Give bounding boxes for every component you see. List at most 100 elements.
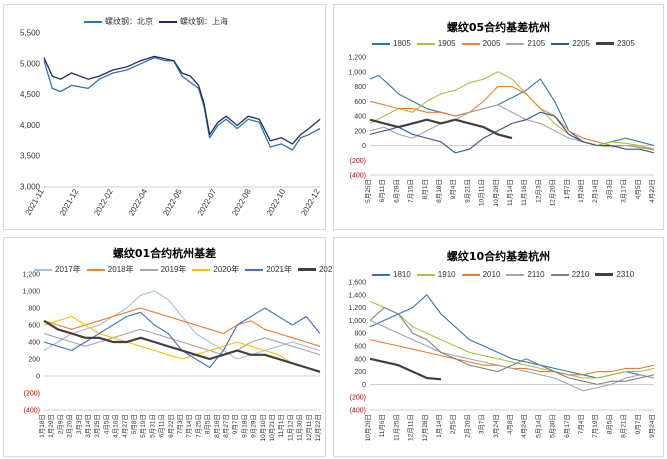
- y-tick-label: 600: [354, 99, 366, 106]
- x-tick-label: 8月18日: [435, 179, 443, 203]
- chart-plot: (400) (200) 0 200 400 600 800 1,000 1,200 1月18日 1月…: [22, 272, 322, 442]
- x-tick-label: 4月27日: [121, 414, 129, 438]
- legend-label: 2010: [482, 270, 501, 279]
- legend-item: 1805: [372, 39, 411, 48]
- series-line: [43, 56, 321, 151]
- x-tick-label: 7月3日: [176, 414, 184, 434]
- x-tick-label: 2021-12: [58, 187, 81, 217]
- x-tick-label: 2022-02: [92, 187, 115, 217]
- series-line: [43, 328, 321, 356]
- y-tick-label: 1,400: [348, 292, 366, 299]
- x-tick-label: 4月16日: [112, 414, 120, 438]
- y-tick-label: (200): [350, 158, 366, 165]
- y-tick-label: 0: [36, 374, 40, 381]
- legend-item: 2210: [550, 270, 589, 279]
- legend-swatch: [159, 20, 177, 23]
- legend-item: 1905: [416, 39, 456, 48]
- y-tick-label: 4,500: [20, 90, 41, 99]
- x-tick-label: 9月24日: [648, 414, 656, 438]
- x-tick-label: 2022-07: [196, 187, 219, 217]
- y-tick-label: 800: [354, 331, 366, 338]
- y-tick-label: 400: [28, 340, 40, 347]
- legend-label: 2110: [527, 270, 545, 279]
- x-tick-label: 10月20日: [364, 414, 372, 441]
- y-tick-label: 1,600: [348, 280, 366, 287]
- y-tick-label: 600: [354, 344, 366, 351]
- legend-label: 螺纹钢：北京: [105, 17, 153, 26]
- legend-swatch: [551, 42, 570, 45]
- legend-swatch: [416, 42, 435, 45]
- x-tick-label: 12月22日: [314, 414, 322, 441]
- x-tick-label: 2月20日: [463, 414, 471, 438]
- y-tick-label: 3,500: [20, 152, 41, 161]
- x-tick-label: 8月27日: [222, 414, 230, 438]
- legend-item: 2020年: [192, 264, 239, 275]
- x-tick-label: 7月25日: [194, 414, 202, 438]
- x-tick-label: 6月28日: [392, 179, 400, 203]
- y-tick-label: (400): [350, 173, 366, 180]
- legend-item: 螺纹钢：北京: [84, 16, 153, 27]
- legend-label: 1905: [437, 39, 456, 48]
- x-tick-label: 10月21日: [268, 414, 276, 441]
- x-tick-label: 4月5日: [102, 414, 110, 434]
- x-tick-label: 6月11日: [158, 414, 166, 437]
- x-tick-label: 3月7日: [478, 414, 486, 434]
- y-tick-label: 800: [354, 84, 366, 91]
- y-tick-label: 3,000: [20, 183, 41, 192]
- x-tick-label: 8月21日: [620, 414, 628, 438]
- legend-label: 2310: [616, 270, 635, 279]
- series-line: [369, 307, 655, 385]
- x-tick-label: 7月14日: [185, 414, 193, 438]
- legend-swatch: [416, 273, 435, 276]
- y-tick-label: 0: [362, 143, 366, 150]
- legend-item: 螺纹钢：上海: [159, 16, 228, 27]
- legend-label: 2017年: [55, 265, 81, 274]
- x-tick-label: 2022-08: [230, 187, 253, 217]
- legend-label: 2105: [527, 39, 546, 48]
- x-tick-label: 2022-04: [127, 187, 150, 217]
- series-line: [369, 118, 513, 140]
- x-tick-label: 9月7日: [634, 414, 642, 434]
- x-tick-label: 2022-12: [299, 187, 322, 217]
- y-tick-label: 5,500: [20, 29, 41, 38]
- series-line: [369, 319, 655, 392]
- legend-swatch: [372, 42, 390, 45]
- legend-swatch: [372, 273, 390, 276]
- chart-legend: 2017年 2018年 2019年 2020年 2021年 2022年: [34, 264, 345, 275]
- x-tick-label: 11月12日: [286, 414, 294, 441]
- y-tick-label: 600: [28, 323, 40, 330]
- legend-label: 2022年: [318, 265, 345, 274]
- x-tick-label: 1月18日: [38, 414, 46, 438]
- legend-swatch: [297, 268, 316, 271]
- series-line: [43, 307, 321, 347]
- legend-label: 2018年: [107, 265, 134, 274]
- legend-label: 2021年: [266, 265, 292, 274]
- chart-title: 螺纹05合约基差杭州: [446, 21, 551, 34]
- x-tick-label: 6月22日: [167, 414, 175, 438]
- legend-item: 2019年: [139, 264, 186, 275]
- x-tick-label: 11月16日: [520, 179, 528, 206]
- x-tick-label: 8月1日: [421, 179, 429, 199]
- x-tick-label: 12月3日: [534, 179, 542, 203]
- x-tick-label: 7月19日: [591, 414, 599, 438]
- x-tick-label: 11月1日: [277, 414, 285, 437]
- x-tick-label: 2月20日: [66, 414, 74, 438]
- legend-item: 1910: [416, 270, 456, 279]
- x-tick-label: 10月11日: [478, 179, 486, 206]
- x-tick-label: 1月28日: [577, 179, 585, 203]
- y-tick-label: 400: [354, 356, 366, 363]
- chart-title: 螺纹01合约杭州基差: [112, 247, 217, 260]
- legend-swatch: [139, 268, 158, 271]
- x-tick-label: 1月14日: [435, 414, 443, 438]
- x-tick-label: 3月17日: [620, 179, 628, 203]
- x-tick-label: 9月29日: [250, 414, 258, 438]
- legend-label: 螺纹钢：上海: [180, 17, 228, 26]
- legend-label: 2305: [616, 39, 635, 48]
- x-tick-label: 2月9日: [56, 414, 64, 434]
- y-tick-label: 1,000: [348, 318, 366, 325]
- x-tick-label: 12月11日: [407, 414, 415, 441]
- x-tick-label: 1月29日: [47, 414, 55, 438]
- x-tick-label: 5月19日: [139, 414, 147, 438]
- y-tick-label: 200: [354, 128, 366, 135]
